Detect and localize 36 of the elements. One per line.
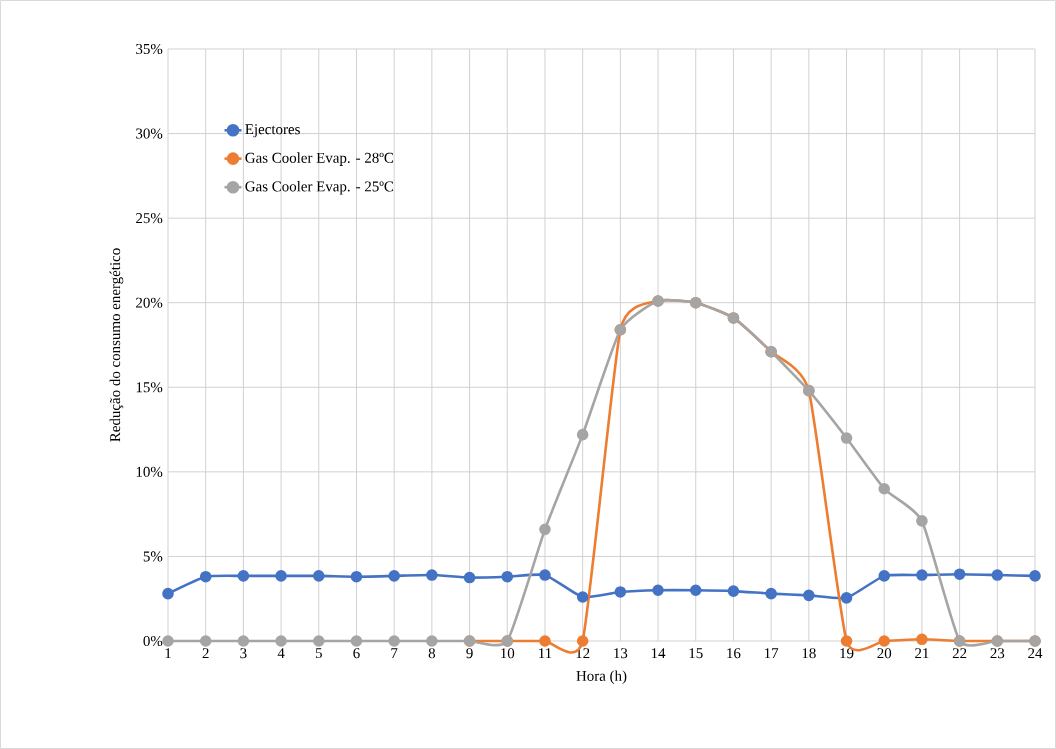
y-axis-title: Redução do consumo energético bbox=[109, 248, 124, 442]
x-tick-label: 4 bbox=[277, 648, 285, 659]
x-tick-label: 16 bbox=[727, 648, 741, 659]
x-tick-label: 13 bbox=[614, 648, 628, 659]
x-tick-label: 10 bbox=[501, 648, 515, 659]
x-tick-label: 9 bbox=[466, 648, 473, 659]
x-tick-label: 18 bbox=[802, 648, 816, 659]
x-tick-label: 1 bbox=[165, 648, 171, 659]
legend-label: Gas Cooler Evap. - 28ºC bbox=[245, 152, 394, 166]
x-tick-label: 17 bbox=[764, 648, 779, 659]
legend-label: Ejectores bbox=[245, 124, 300, 138]
y-tick-label: 25% bbox=[136, 213, 163, 224]
y-tick-label: 15% bbox=[136, 382, 163, 393]
x-tick-label: 11 bbox=[539, 648, 552, 659]
x-tick-label: 15 bbox=[689, 648, 703, 659]
x-tick-label: 20 bbox=[877, 648, 892, 659]
y-tick-label: 5% bbox=[143, 551, 163, 562]
y-tick-label: 30% bbox=[136, 128, 163, 139]
x-tick-label: 24 bbox=[1028, 648, 1043, 659]
x-tick-label: 8 bbox=[428, 648, 436, 659]
x-tick-label: 14 bbox=[651, 648, 666, 659]
legend-label: Gas Cooler Evap. - 25ºC bbox=[245, 180, 394, 195]
y-tick-label: 10% bbox=[136, 466, 163, 477]
x-tick-label: 2 bbox=[202, 648, 209, 659]
x-tick-label: 21 bbox=[915, 648, 929, 659]
x-tick-label: 3 bbox=[240, 648, 247, 659]
y-tick-label: 20% bbox=[136, 297, 163, 308]
x-tick-label: 5 bbox=[315, 648, 322, 659]
x-tick-label: 6 bbox=[353, 648, 360, 659]
x-tick-label: 19 bbox=[840, 648, 854, 659]
y-tick-label: 0% bbox=[143, 635, 163, 647]
x-tick-label: 7 bbox=[391, 648, 398, 658]
x-tick-label: 22 bbox=[952, 648, 967, 659]
x-axis-title: Hora (h) bbox=[576, 670, 627, 684]
x-tick-label: 23 bbox=[990, 648, 1005, 659]
y-tick-label: 35% bbox=[136, 43, 163, 55]
